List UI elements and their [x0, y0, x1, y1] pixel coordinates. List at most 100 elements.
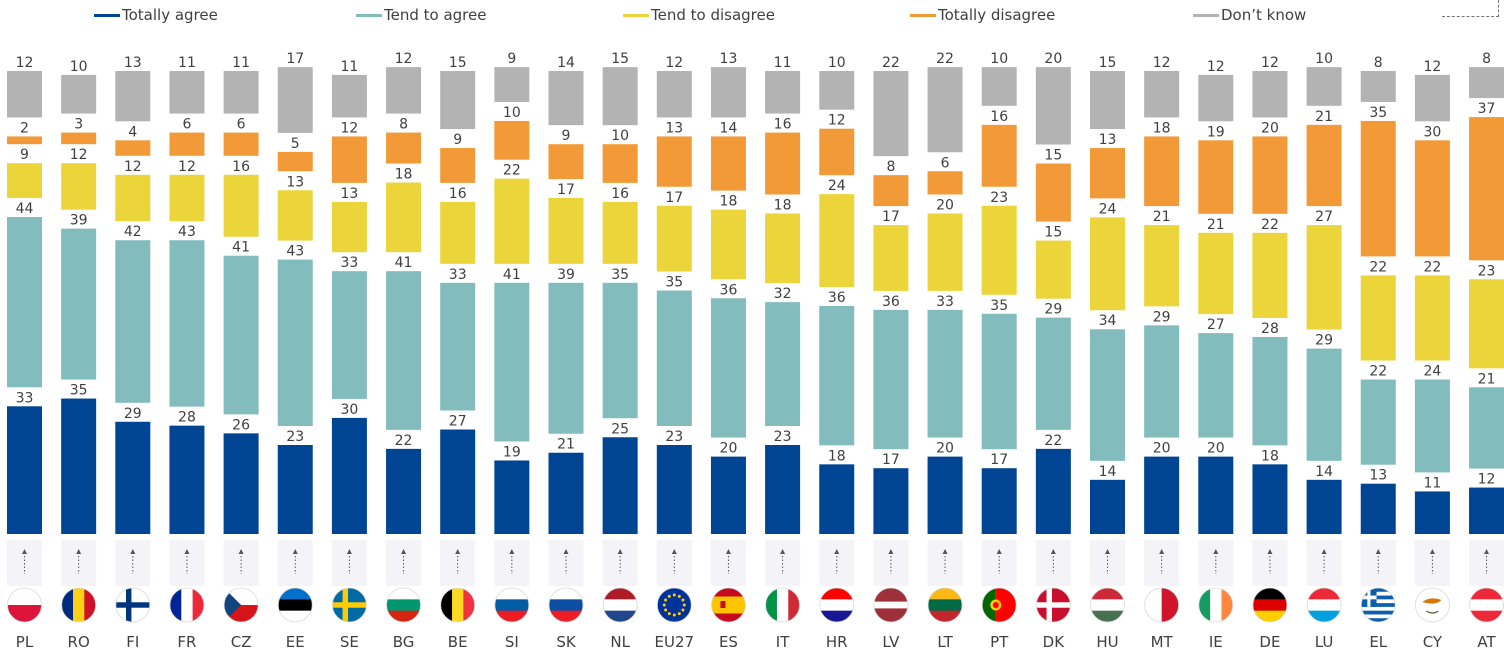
flag-icon-hr — [819, 587, 855, 623]
data-label: 12 — [665, 55, 683, 71]
flag-icon-de — [1252, 587, 1288, 623]
data-label: 35 — [1369, 105, 1387, 121]
bar-segment — [277, 190, 313, 241]
connector-arrow-icon — [563, 549, 569, 554]
bar-segment — [1414, 379, 1450, 473]
category-label: LU — [1315, 633, 1334, 651]
data-label: 35 — [70, 383, 88, 399]
bar-segment — [169, 132, 205, 156]
bar-segment — [656, 444, 692, 534]
data-label: 35 — [990, 298, 1008, 314]
data-label: 20 — [936, 441, 954, 457]
data-label: 36 — [882, 294, 900, 310]
category-label: BG — [393, 633, 415, 651]
connector-arrow-icon — [996, 549, 1002, 554]
data-label: 6 — [182, 117, 191, 133]
connector-arrow-icon — [455, 549, 461, 554]
data-label: 41 — [395, 255, 413, 271]
data-label: 43 — [286, 244, 304, 260]
bar-segment — [61, 163, 97, 210]
data-label: 36 — [720, 282, 738, 298]
data-label: 19 — [1207, 124, 1225, 140]
flag-icon-eu27 — [656, 587, 692, 623]
data-label: 33 — [936, 294, 954, 310]
data-label: 12 — [1423, 59, 1441, 75]
data-label: 12 — [70, 147, 88, 163]
connector-arrow-icon — [292, 549, 298, 554]
data-label: 23 — [286, 429, 304, 445]
data-label: 8 — [399, 117, 408, 133]
data-label: 11 — [774, 55, 792, 71]
bar-segment — [223, 433, 259, 534]
category-label: DK — [1043, 633, 1066, 651]
data-label: 35 — [611, 267, 629, 283]
bar-segment — [1360, 120, 1396, 257]
bar-segment — [765, 444, 801, 534]
bar-segment — [1198, 456, 1234, 534]
bar-segment — [331, 201, 367, 253]
bar-segment — [440, 282, 476, 411]
category-label: SE — [340, 633, 359, 651]
data-label: 9 — [562, 128, 571, 144]
bar-segment — [927, 171, 963, 195]
legend-dashed-box — [1442, 0, 1499, 17]
bar-segment — [169, 174, 205, 222]
data-label: 11 — [232, 55, 250, 71]
bar-segment — [440, 71, 476, 130]
bar-segment — [1035, 240, 1071, 299]
data-label: 16 — [990, 109, 1008, 125]
data-label: 22 — [1044, 433, 1062, 449]
bar-segment — [710, 456, 746, 534]
category-label: PL — [16, 633, 34, 651]
data-label: 16 — [232, 159, 250, 175]
bar-segment — [169, 425, 205, 534]
data-label: 17 — [665, 190, 683, 206]
bar-segment — [873, 71, 909, 157]
category-label: EU27 — [655, 633, 695, 651]
bar-segment — [1306, 225, 1342, 330]
data-label: 14 — [557, 55, 575, 71]
bar-segment — [7, 136, 42, 145]
data-label: 20 — [1261, 120, 1279, 136]
flag-icon-cz — [223, 587, 259, 623]
bar-segment — [873, 309, 909, 450]
data-label: 4 — [128, 124, 137, 140]
connector-arrow-icon — [725, 549, 731, 554]
data-label: 22 — [1369, 364, 1387, 380]
bar-segment — [115, 140, 151, 156]
bar-segment — [1198, 140, 1234, 214]
data-label: 17 — [882, 452, 900, 468]
bar-segment — [1360, 379, 1396, 465]
bar-segment — [223, 132, 259, 156]
bar-segment — [1469, 67, 1504, 99]
data-label: 23 — [1478, 263, 1496, 279]
category-label: RO — [68, 633, 90, 651]
data-label: 10 — [1315, 51, 1333, 67]
data-label: 37 — [1478, 101, 1496, 117]
flag-icon-ee — [277, 587, 313, 623]
data-label: 15 — [1044, 148, 1062, 164]
data-label: 13 — [124, 55, 142, 71]
data-label: 10 — [990, 51, 1008, 67]
data-label: 27 — [1207, 317, 1225, 333]
bar-segment — [1360, 483, 1396, 534]
flag-icon-fr — [169, 587, 205, 623]
bar-segment — [115, 71, 151, 122]
data-label: 39 — [557, 267, 575, 283]
data-label: 23 — [774, 429, 792, 445]
data-label: 8 — [1374, 55, 1383, 71]
flag-icon-si — [494, 587, 530, 623]
connector-arrow-icon — [1159, 549, 1165, 554]
bar-segment — [169, 71, 205, 114]
bar-segment — [927, 456, 963, 534]
flag-icon-sk — [548, 587, 584, 623]
data-label: 22 — [1369, 259, 1387, 275]
data-label: 44 — [16, 201, 34, 217]
bar-segment — [1035, 317, 1071, 430]
category-label: FR — [177, 633, 196, 651]
bar-segment — [277, 67, 313, 133]
flag-icon-lv — [873, 587, 909, 623]
data-label: 23 — [990, 190, 1008, 206]
bar-segment — [1306, 124, 1342, 207]
data-label: 12 — [1261, 55, 1279, 71]
